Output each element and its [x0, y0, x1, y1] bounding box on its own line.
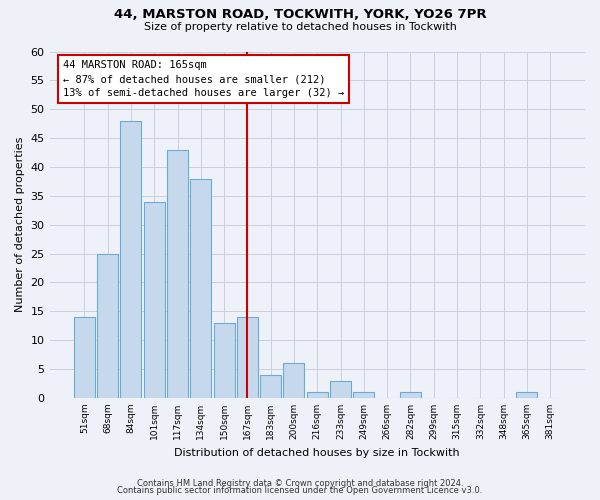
X-axis label: Distribution of detached houses by size in Tockwith: Distribution of detached houses by size … — [175, 448, 460, 458]
Bar — [330, 380, 351, 398]
Bar — [121, 121, 142, 398]
Text: Contains HM Land Registry data © Crown copyright and database right 2024.: Contains HM Land Registry data © Crown c… — [137, 478, 463, 488]
Text: 44 MARSTON ROAD: 165sqm
← 87% of detached houses are smaller (212)
13% of semi-d: 44 MARSTON ROAD: 165sqm ← 87% of detache… — [63, 60, 344, 98]
Bar — [74, 317, 95, 398]
Bar — [353, 392, 374, 398]
Text: Size of property relative to detached houses in Tockwith: Size of property relative to detached ho… — [143, 22, 457, 32]
Bar — [97, 254, 118, 398]
Bar — [400, 392, 421, 398]
Bar — [260, 375, 281, 398]
Bar — [307, 392, 328, 398]
Bar — [144, 202, 165, 398]
Text: 44, MARSTON ROAD, TOCKWITH, YORK, YO26 7PR: 44, MARSTON ROAD, TOCKWITH, YORK, YO26 7… — [113, 8, 487, 20]
Bar — [283, 364, 304, 398]
Bar — [237, 317, 258, 398]
Y-axis label: Number of detached properties: Number of detached properties — [15, 137, 25, 312]
Text: Contains public sector information licensed under the Open Government Licence v3: Contains public sector information licen… — [118, 486, 482, 495]
Bar — [190, 178, 211, 398]
Bar — [167, 150, 188, 398]
Bar — [214, 323, 235, 398]
Bar — [517, 392, 538, 398]
